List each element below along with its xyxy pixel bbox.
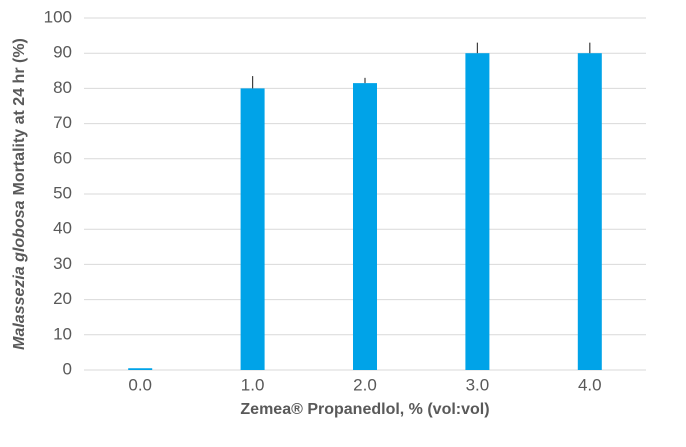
- y-tick-label: 10: [53, 324, 72, 343]
- y-axis-title-rest: Mortality at 24 hr (%): [11, 38, 28, 195]
- y-tick-label: 90: [53, 43, 72, 62]
- bar: [128, 368, 153, 370]
- y-tick-label: 50: [53, 183, 72, 202]
- x-tick-label: 3.0: [466, 375, 490, 394]
- x-tick-label: 0.0: [128, 375, 152, 394]
- y-tick-label: 80: [53, 78, 72, 97]
- x-axis-title: Zemea® Propanedlol, % (vol:vol): [240, 401, 489, 418]
- y-axis-title-italic: Malassezia globosa: [11, 200, 28, 349]
- y-tick-label: 40: [53, 219, 72, 238]
- x-tick-label: 2.0: [353, 375, 377, 394]
- x-tick-label: 1.0: [241, 375, 265, 394]
- y-tick-label: 30: [53, 254, 72, 273]
- y-axis-title: Malassezia globosa Mortality at 24 hr (%): [11, 38, 28, 350]
- bar: [353, 83, 377, 371]
- bar: [465, 53, 490, 370]
- x-tick-label: 4.0: [578, 375, 602, 394]
- y-tick-label: 20: [53, 289, 72, 308]
- y-tick-label: 60: [53, 148, 72, 167]
- y-tick-label: 100: [44, 7, 72, 26]
- y-tick-label: 70: [53, 113, 72, 132]
- bar: [577, 53, 602, 370]
- y-tick-label: 0: [63, 359, 72, 378]
- bar: [240, 88, 265, 371]
